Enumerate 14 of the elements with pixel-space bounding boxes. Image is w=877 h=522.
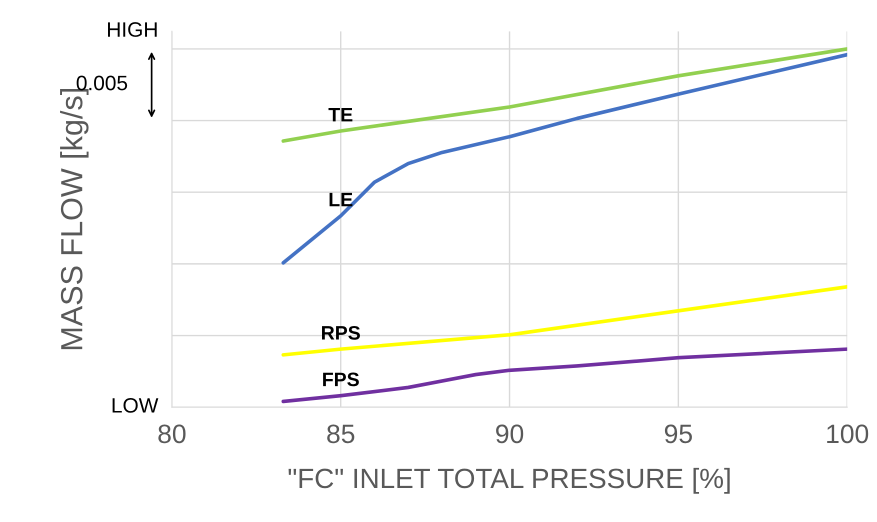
text: 0.005 xyxy=(76,76,128,90)
x-tick-label: 90 xyxy=(496,424,524,444)
series-label: TE xyxy=(328,108,352,122)
x-tick-label: 80 xyxy=(158,424,186,444)
series-label: LE xyxy=(330,192,352,206)
text: HIGH xyxy=(108,22,157,37)
text: LOW xyxy=(112,398,158,413)
y-axis-title: MASS FLOW [kg/s] xyxy=(60,88,89,350)
x-tick-label: 85 xyxy=(327,424,354,444)
series-label: RPS xyxy=(322,326,360,340)
x-tick-label: 100 xyxy=(827,424,868,444)
x-axis-title: "FC" INLET TOTAL PRESSURE [%] xyxy=(288,468,730,494)
series-label: FPS xyxy=(323,372,359,386)
x-tick-label: 95 xyxy=(664,424,692,444)
